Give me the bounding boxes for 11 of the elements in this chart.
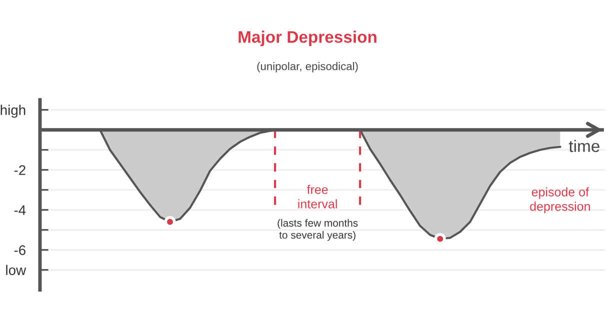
annotation: free interval	[298, 184, 337, 208]
y-tick-label: low	[6, 264, 26, 276]
y-tick-label: high	[0, 104, 26, 118]
y-tick-label: -6	[14, 245, 26, 256]
y-tick-label: -2	[14, 165, 26, 175]
chart-subtitle: (unipolar, episodical)	[257, 62, 358, 72]
annotation: episode of depression	[530, 187, 590, 214]
chart-title: Major Depression	[238, 30, 376, 46]
annotation: (lasts few months to several years)	[278, 219, 358, 241]
x-axis-title: time	[568, 140, 600, 152]
y-tick-label: -4	[14, 205, 26, 215]
